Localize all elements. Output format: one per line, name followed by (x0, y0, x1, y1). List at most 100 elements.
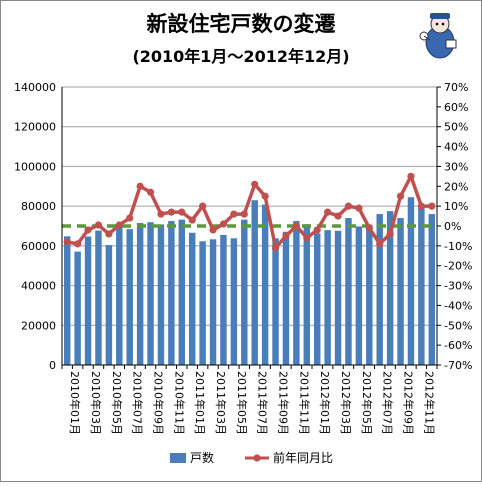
bar-units (178, 219, 186, 365)
bar-units (199, 241, 206, 365)
right-tick-label: -70% (444, 359, 472, 372)
line-yoy-point (282, 232, 290, 240)
right-tick-label: 0% (444, 220, 461, 233)
x-tick-label: 2012年07月 (381, 371, 395, 435)
right-tick-label: -20% (444, 260, 472, 273)
line-yoy-point (240, 210, 248, 218)
bar-units (126, 229, 133, 365)
line-yoy-point (105, 230, 113, 238)
line-yoy-point (386, 230, 394, 238)
right-tick-label: 70% (444, 81, 468, 94)
line-yoy-point (261, 192, 269, 200)
bar-units (95, 230, 102, 365)
line-yoy-point (74, 240, 82, 248)
bar-units (84, 236, 92, 365)
x-tick-label: 2011年01月 (193, 371, 207, 435)
right-tick-label: 40% (444, 141, 468, 154)
right-tick-label: -10% (444, 240, 472, 253)
bar-units (293, 221, 300, 365)
line-yoy-point (136, 182, 144, 190)
x-tick-label: 2012年01月 (318, 371, 332, 435)
left-tick-label: 20000 (21, 319, 56, 332)
chart-title: 新設住宅戸数の変遷 (147, 12, 336, 36)
line-yoy-point (230, 210, 238, 218)
bar-units (313, 233, 321, 365)
right-tick-label: 30% (444, 160, 468, 173)
x-tick-label: 2012年09月 (402, 371, 416, 435)
line-yoy-point (219, 220, 228, 228)
line-yoy-point (396, 192, 405, 200)
left-tick-label: 60000 (21, 240, 56, 253)
right-tick-label: 50% (444, 121, 468, 134)
x-tick-label: 2011年03月 (214, 371, 228, 435)
line-yoy-point (365, 224, 373, 232)
bar-units (74, 251, 81, 365)
line-yoy-point (157, 210, 165, 218)
bar-units (428, 214, 436, 365)
bar-units (188, 232, 196, 365)
line-yoy-point (355, 204, 363, 212)
bar-series-units (63, 197, 436, 365)
line-yoy-point (313, 226, 321, 234)
bar-units (397, 218, 404, 365)
bar-units (407, 197, 415, 365)
x-tick-label: 2011年11月 (297, 371, 311, 435)
legend-label-units: 戸数 (190, 450, 214, 465)
bar-units (136, 223, 144, 365)
bar-units (105, 245, 113, 365)
line-yoy-point (188, 216, 196, 224)
x-tick-label: 2010年03月 (89, 371, 103, 435)
line-yoy-point (303, 234, 311, 242)
bar-units (334, 230, 342, 365)
x-tick-label: 2012年11月 (422, 371, 436, 435)
x-tick-label: 2010年09月 (152, 371, 166, 435)
bar-units (157, 224, 165, 365)
x-tick-label: 2011年05月 (235, 371, 249, 435)
line-yoy-point (209, 226, 217, 234)
line-yoy-point (334, 212, 342, 220)
bar-units (220, 234, 227, 365)
line-yoy-point (167, 208, 175, 216)
line-yoy-point (428, 202, 436, 210)
right-tick-label: -60% (444, 339, 472, 352)
x-tick-label: 2012年03月 (339, 371, 353, 435)
left-tick-label: 80000 (21, 200, 56, 213)
axes: 0 20000 40000 60000 80000 100000 120000 140000 -… (14, 81, 472, 435)
left-tick-label: 100000 (14, 160, 56, 173)
x-tick-label: 2011年09月 (277, 371, 291, 435)
chart-subtitle: (2010年1月～2012年12月) (132, 47, 349, 66)
line-yoy-point (178, 208, 186, 216)
legend: 戸数 前年同月比 (170, 450, 333, 465)
right-tick-label: 60% (444, 101, 468, 114)
line-yoy-point (407, 172, 415, 180)
bar-units (147, 222, 154, 365)
bar-units (209, 239, 217, 365)
bar-units (376, 214, 383, 365)
line-yoy-point (417, 202, 425, 210)
legend-label-yoy: 前年同月比 (273, 450, 333, 465)
right-tick-label: -50% (444, 319, 472, 332)
bar-units (303, 224, 311, 365)
x-tick-label: 2012年05月 (360, 371, 374, 435)
bar-units (251, 200, 258, 365)
line-yoy-point (344, 202, 353, 210)
x-tick-label: 2010年11月 (172, 371, 186, 435)
bar-units (282, 231, 290, 365)
right-tick-label: -30% (444, 280, 472, 293)
left-tick-label: 120000 (14, 121, 56, 134)
bar-units (230, 238, 238, 365)
bar-units (418, 205, 425, 365)
bar-units (272, 238, 279, 365)
left-tick-label: 40000 (21, 280, 56, 293)
right-tick-label: 20% (444, 180, 468, 193)
bar-units (355, 226, 363, 365)
line-yoy-point (292, 222, 300, 230)
bar-units (63, 236, 71, 365)
bar-units (261, 204, 269, 365)
line-yoy-point (126, 214, 134, 222)
right-tick-label: -40% (444, 299, 472, 312)
mascot-icon (419, 13, 457, 59)
line-series-yoy (63, 172, 436, 252)
